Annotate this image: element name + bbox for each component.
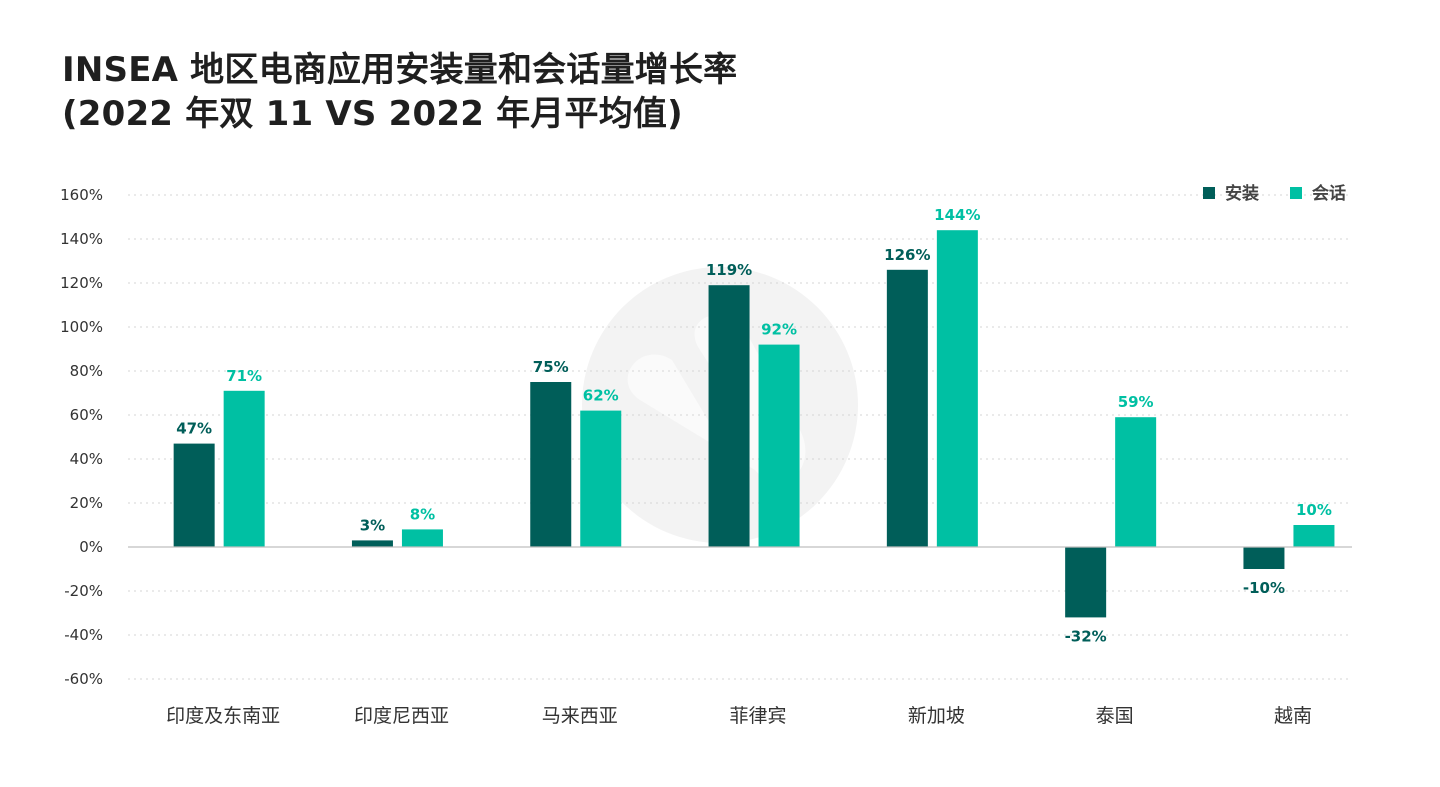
data-label: -32% — [1065, 627, 1107, 645]
data-label: 71% — [226, 367, 262, 385]
data-label: -10% — [1243, 579, 1285, 597]
bar-install — [1243, 547, 1285, 569]
y-tick-label: -60% — [64, 670, 103, 688]
data-label: 75% — [533, 358, 569, 376]
y-tick-label: 160% — [60, 186, 103, 204]
data-label: 8% — [410, 505, 435, 523]
data-label: 62% — [583, 387, 619, 405]
legend-install-label: 安装 — [1225, 183, 1259, 204]
y-tick-label: -40% — [64, 626, 103, 644]
x-category-label: 马来西亚 — [542, 705, 618, 727]
data-label: 3% — [360, 516, 385, 534]
data-label: 119% — [706, 261, 752, 279]
y-tick-label: 40% — [70, 450, 103, 468]
y-tick-label: 20% — [70, 494, 103, 512]
x-category-label: 越南 — [1274, 705, 1312, 727]
x-category-label: 菲律宾 — [730, 705, 787, 727]
x-category-label: 新加坡 — [908, 705, 965, 727]
y-tick-label: 60% — [70, 406, 103, 424]
legend: 安装 会话 — [1203, 183, 1346, 204]
bar-session — [401, 529, 443, 547]
y-tick-label: 80% — [70, 362, 103, 380]
bars: 47% 71% 3% 8% 75% 62% 119% 92% 126% 144% -32% 59% -1… — [173, 206, 1335, 645]
x-axis: 印度及东南亚 印度尼西亚 马来西亚 菲律宾 新加坡 泰国 越南 — [166, 705, 1312, 727]
bar-session — [223, 390, 265, 547]
y-tick-label: 120% — [60, 274, 103, 292]
data-label: 59% — [1118, 393, 1154, 411]
x-category-label: 泰国 — [1096, 705, 1134, 727]
legend-session-label: 会话 — [1312, 183, 1346, 204]
data-label: 144% — [934, 206, 980, 224]
bar-session — [936, 230, 978, 547]
chart-title-line2: (2022 年双 11 VS 2022 年月平均值) — [62, 94, 683, 134]
bar-session — [1115, 417, 1157, 547]
bar-install — [173, 443, 215, 547]
y-tick-label: 0% — [79, 538, 103, 556]
data-label: 47% — [176, 420, 212, 438]
bar-session — [580, 410, 622, 547]
y-tick-label: 100% — [60, 318, 103, 336]
bar-install — [1065, 547, 1107, 618]
bar-install — [886, 269, 928, 547]
x-category-label: 印度及东南亚 — [166, 705, 280, 727]
bar-session — [1293, 525, 1335, 547]
bar-install — [351, 540, 393, 547]
bar-session — [758, 344, 800, 547]
y-tick-label: -20% — [64, 582, 103, 600]
bar-install — [708, 285, 750, 547]
bar-install — [530, 382, 572, 547]
data-label: 10% — [1296, 501, 1332, 519]
chart-title: INSEA 地区电商应用安装量和会话量增长率 (2022 年双 11 VS 20… — [62, 48, 737, 136]
data-label: 126% — [884, 246, 930, 264]
data-label: 92% — [761, 321, 797, 339]
y-axis: 160% 140% 120% 100% 80% 60% 40% 20% 0% -20% -40% -6… — [60, 186, 103, 688]
legend-session-swatch — [1290, 187, 1302, 199]
legend-install-swatch — [1203, 187, 1215, 199]
y-tick-label: 140% — [60, 230, 103, 248]
x-category-label: 印度尼西亚 — [354, 705, 449, 727]
chart-title-line1: INSEA 地区电商应用安装量和会话量增长率 — [62, 50, 738, 90]
